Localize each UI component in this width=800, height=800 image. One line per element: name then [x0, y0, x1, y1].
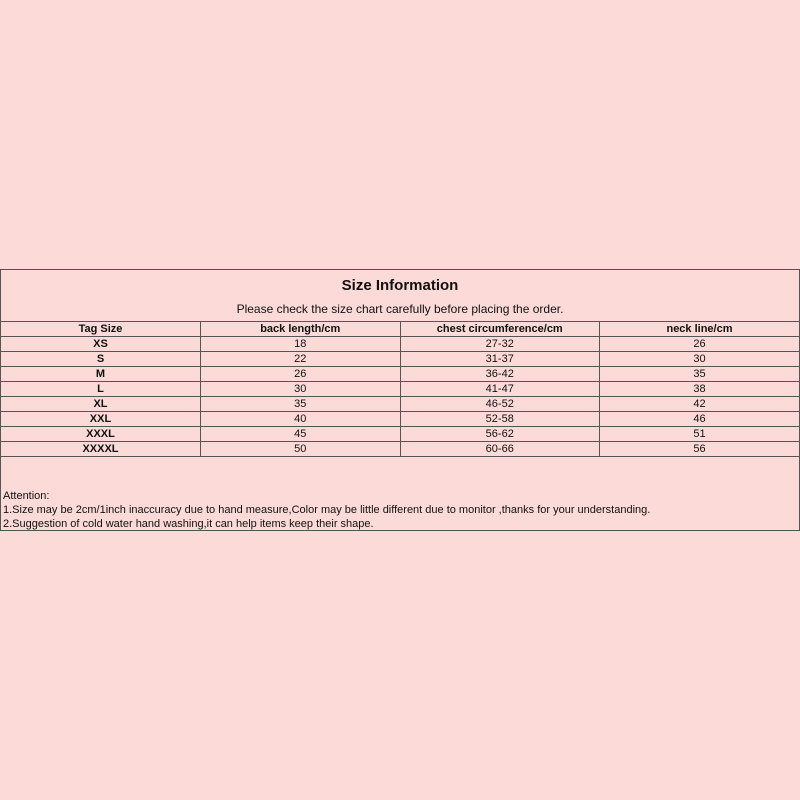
column-header: chest circumference/cm — [399, 321, 600, 337]
subtitle: Please check the size chart carefully be… — [236, 302, 564, 316]
column-header: Tag Size — [1, 321, 201, 337]
table-cell: 35 — [599, 366, 799, 382]
table-cell: 60-66 — [399, 441, 600, 457]
size-cell: XXXL — [1, 426, 201, 442]
size-cell: XS — [1, 336, 201, 352]
table-row: XS 18 27-32 26 — [1, 336, 799, 352]
table-cell: 35 — [200, 396, 401, 412]
table-row: L 30 41-47 38 — [1, 381, 799, 397]
column-header: neck line/cm — [599, 321, 799, 337]
column-header: back length/cm — [200, 321, 401, 337]
table-cell: 41-47 — [399, 381, 600, 397]
table-cell: 26 — [599, 336, 799, 352]
size-cell: M — [1, 366, 201, 382]
size-cell: XXL — [1, 411, 201, 427]
table-cell: 52-58 — [399, 411, 600, 427]
table-row: S 22 31-37 30 — [1, 351, 799, 367]
table-cell: 30 — [200, 381, 401, 397]
table-body: XS 18 27-32 26 S 22 31-37 30 M 26 36-42 35 L 30 41-47 3… — [1, 336, 799, 457]
table-header-row: Tag Size back length/cm chest circumferenc… — [1, 321, 799, 337]
table-cell: 40 — [200, 411, 401, 427]
size-cell: XL — [1, 396, 201, 412]
note-item: 2.Suggestion of cold water hand washing,… — [3, 518, 374, 530]
table-cell: 45 — [200, 426, 401, 442]
table-cell: 50 — [200, 441, 401, 457]
table-cell: 31-37 — [399, 351, 600, 367]
page-title: Size Information — [341, 277, 459, 294]
table-cell: 42 — [599, 396, 799, 412]
table-cell: 26 — [200, 366, 401, 382]
table-row: XXL 40 52-58 46 — [1, 411, 799, 427]
table-row: XXXXL 50 60-66 56 — [1, 441, 799, 457]
table-cell: 36-42 — [399, 366, 600, 382]
table-cell: 22 — [200, 351, 401, 367]
table-cell: 38 — [599, 381, 799, 397]
size-table: Tag Size back length/cm chest circumferenc… — [1, 321, 799, 457]
table-row: XL 35 46-52 42 — [1, 396, 799, 412]
size-cell: S — [1, 351, 201, 367]
table-cell: 46 — [599, 411, 799, 427]
table-cell: 46-52 — [399, 396, 600, 412]
table-cell: 18 — [200, 336, 401, 352]
table-cell: 27-32 — [399, 336, 600, 352]
table-cell: 30 — [599, 351, 799, 367]
notes-heading: Attention: — [3, 490, 50, 502]
size-cell: XXXXL — [1, 441, 201, 457]
table-cell: 56-62 — [399, 426, 600, 442]
notes: Attention: 1.Size may be 2cm/1inch inacc… — [3, 489, 650, 531]
note-item: 1.Size may be 2cm/1inch inaccuracy due t… — [3, 504, 651, 516]
table-cell: 56 — [599, 441, 799, 457]
size-chart: Size Information Please check the size c… — [0, 269, 800, 531]
size-cell: L — [1, 381, 201, 397]
table-cell: 51 — [599, 426, 799, 442]
table-row: XXXL 45 56-62 51 — [1, 426, 799, 442]
table-row: M 26 36-42 35 — [1, 366, 799, 382]
